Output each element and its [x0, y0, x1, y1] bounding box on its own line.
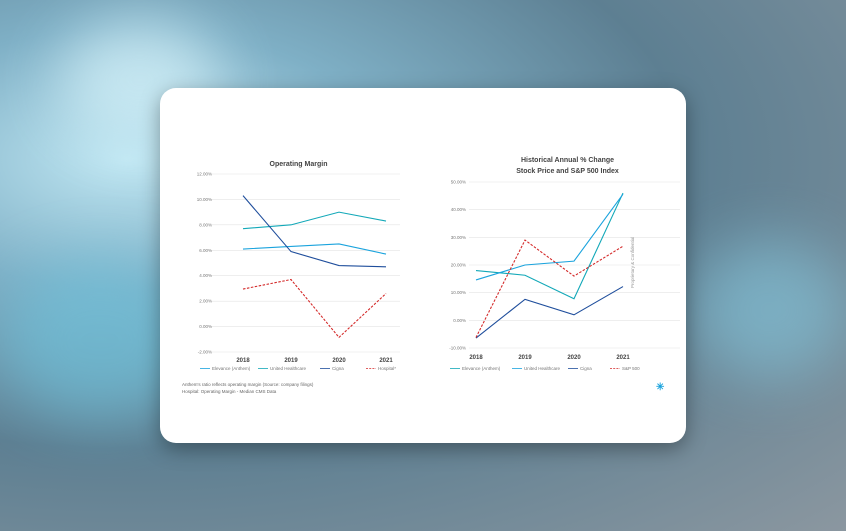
y-tick-label: 20.00% [451, 263, 466, 268]
y-tick-label: -2.00% [198, 350, 212, 355]
background-glow [690, 240, 846, 380]
y-tick-label: 8.00% [199, 222, 212, 227]
x-tick-label: 2018 [236, 358, 250, 364]
series-line-cigna [242, 195, 387, 268]
chart-title: Operating Margin [270, 161, 328, 168]
y-tick-label: 10.00% [451, 290, 466, 295]
series-line-elevance-anthem- [242, 243, 387, 255]
y-tick-label: 6.00% [199, 248, 212, 253]
legend-label: Elevance (Anthem) [212, 366, 251, 371]
series-line-united-healthcare [475, 193, 624, 281]
footnote: Anthem's ratio reflects operating margin… [182, 382, 314, 387]
legend-label: United Healthcare [524, 366, 561, 371]
series-line-elevance-anthem- [475, 192, 624, 300]
x-tick-label: 2019 [284, 358, 298, 364]
y-tick-label: 40.00% [451, 207, 466, 212]
logo-icon: ✳ [656, 382, 665, 393]
x-tick-label: 2020 [567, 355, 581, 361]
x-tick-label: 2018 [469, 355, 483, 361]
charts-canvas: Operating Margin 12.00% 10.00% 8.00% 6.00% 4.… [197, 157, 680, 371]
y-tick-label: 12.00% [197, 172, 212, 177]
chart-title: Historical Annual % Change [521, 157, 614, 164]
y-tick-label: 0.00% [453, 318, 466, 323]
series-line-s-p-500 [475, 239, 624, 338]
y-tick-label: 50.00% [451, 180, 466, 185]
legend-label: Elevance (Anthem) [462, 366, 501, 371]
side-text: Proprietary & Confidential [630, 236, 635, 288]
series-line-hospital- [242, 278, 387, 339]
legend-label: Cigna [332, 366, 344, 371]
x-tick-label: 2021 [616, 355, 630, 361]
x-tick-label: 2021 [379, 358, 393, 364]
series-line-united-healthcare [242, 211, 387, 230]
legend-label: Hospital* [378, 366, 396, 371]
slide-card: Operating Margin 12.00% 10.00% 8.00% 6.00% 4.… [160, 88, 686, 443]
legend-label: United Healthcare [270, 366, 307, 371]
footnote: Hospital: Operating Margin - Median CMS … [182, 389, 277, 394]
y-tick-label: -10.00% [449, 346, 466, 351]
y-tick-label: 0.00% [199, 324, 212, 329]
legend-label: Cigna [580, 366, 592, 371]
legend-label: S&P 500 [622, 366, 640, 371]
x-tick-label: 2019 [518, 355, 532, 361]
y-tick-label: 2.00% [199, 299, 212, 304]
y-tick-label: 30.00% [451, 235, 466, 240]
x-tick-label: 2020 [332, 358, 346, 364]
y-tick-label: 10.00% [197, 197, 212, 202]
y-tick-label: 4.00% [199, 273, 212, 278]
series-line-cigna [475, 286, 624, 339]
chart-title: Stock Price and S&P 500 Index [516, 168, 619, 175]
